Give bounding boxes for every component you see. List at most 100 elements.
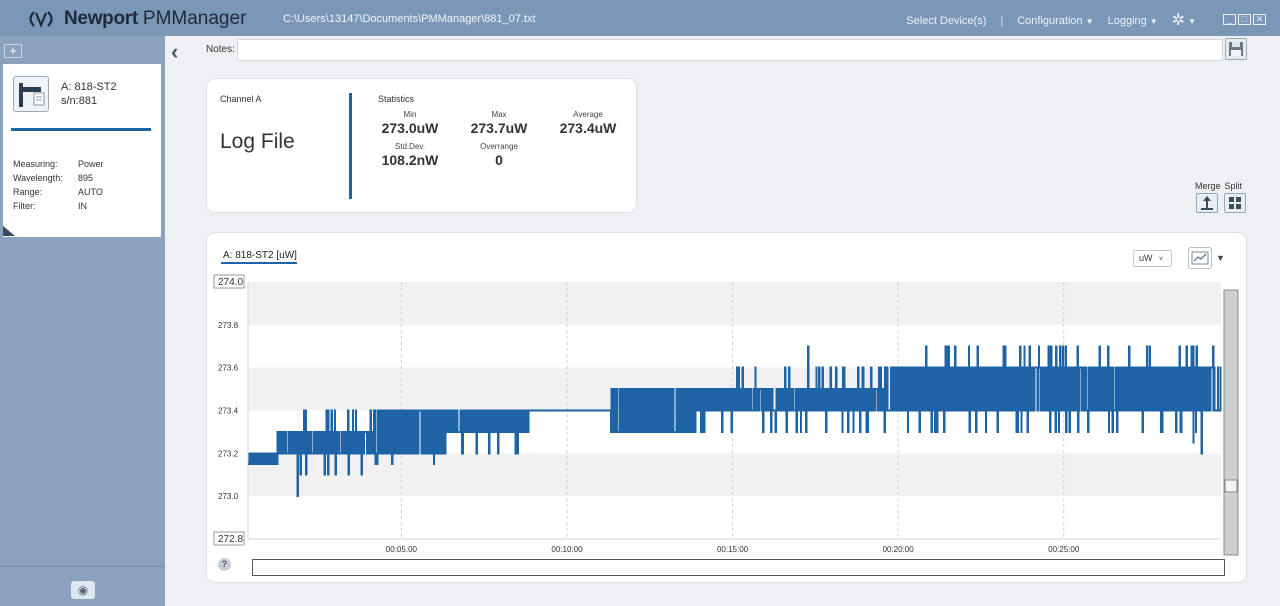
property-value: Power <box>78 159 104 169</box>
x-tick-label: 00:10:00 <box>551 545 583 554</box>
card-corner-marker <box>3 226 15 236</box>
configuration-menu[interactable]: Configuration ▼ <box>1017 15 1093 27</box>
merge-button[interactable] <box>1196 193 1218 213</box>
unit-select[interactable]: uW ˅ <box>1133 250 1172 267</box>
device-name: A: 818-ST2 <box>61 81 117 93</box>
chevron-down-icon: ▼ <box>1085 16 1094 26</box>
chart-card: 274.0 273.8 273.6 273.4 273.2 273.0 272.8 00:05… <box>207 233 1246 582</box>
y-tick-label: 273.4 <box>218 407 239 416</box>
minimize-button[interactable]: _ <box>1223 14 1236 25</box>
device-status-bar <box>11 128 151 131</box>
grid-icon <box>1229 197 1241 209</box>
add-device-button[interactable]: + <box>4 44 22 58</box>
device-card[interactable]: A: 818-ST2 s/n:881 Measuring: Power Wave… <box>3 64 161 237</box>
floppy-disk-icon <box>1229 42 1243 56</box>
x-tick-label: 00:20:00 <box>883 545 915 554</box>
y-tick-label: 272.8 <box>218 534 243 545</box>
property-value: 895 <box>78 173 94 183</box>
statistics-label: Statistics <box>378 94 415 104</box>
property-key: Filter: <box>13 201 36 211</box>
stat-max: Max 273.7uW <box>459 110 539 136</box>
series-label: A: 818-ST2 [uW] <box>223 250 297 261</box>
settings-menu[interactable]: ✲ ▼ <box>1172 13 1196 29</box>
line-chart-icon <box>1191 251 1209 265</box>
view-mode-labels: Merge Split <box>1195 181 1242 191</box>
newport-logo-icon <box>29 11 53 28</box>
scrollbar-thumb <box>1224 479 1238 493</box>
notes-input[interactable] <box>237 39 1223 61</box>
top-menu: Select Device(s) | Configuration ▼ Loggi… <box>906 13 1196 29</box>
y-tick-label: 273.6 <box>218 364 239 373</box>
stat-value: 273.4uW <box>559 120 617 136</box>
chart-type-button[interactable] <box>1188 247 1212 269</box>
camera-icon[interactable]: ◉ <box>71 581 95 599</box>
logging-menu[interactable]: Logging ▼ <box>1108 15 1158 27</box>
y-tick-box <box>213 274 245 289</box>
stat-label: Std.Dev. <box>394 142 426 151</box>
property-value: IN <box>78 201 87 211</box>
help-icon[interactable]: ? <box>218 558 231 571</box>
property-key: Measuring: <box>13 159 58 169</box>
logging-label: Logging <box>1107 15 1147 27</box>
stat-value: 273.0uW <box>381 120 439 136</box>
property-row: Range: AUTO <box>13 185 104 199</box>
y-tick-label: 274.0 <box>218 277 243 288</box>
gear-icon: ✲ <box>1171 12 1186 29</box>
stat-label: Overrange <box>480 142 518 151</box>
power-chart: 274.0 273.8 273.6 273.4 273.2 273.0 272.8 00:05… <box>213 274 1239 556</box>
series-underline <box>221 262 297 264</box>
y-tick-label: 273.8 <box>218 321 239 330</box>
stat-std-dev: Std.Dev. 108.2nW <box>370 142 450 168</box>
grid-band <box>248 453 1221 497</box>
stat-value: 0 <box>495 152 503 168</box>
chevron-down-icon[interactable]: ▼ <box>1216 253 1225 263</box>
menu-separator: | <box>1000 15 1004 27</box>
stat-label: Min <box>403 110 417 119</box>
brand-name: Newport <box>64 8 138 29</box>
x-tick-label: 00:05:00 <box>386 545 418 554</box>
close-button[interactable]: ✕ <box>1253 14 1266 25</box>
property-row: Wavelength: 895 <box>13 171 104 185</box>
y-tick-label: 273.0 <box>218 492 239 501</box>
merge-label: Merge <box>1195 181 1221 191</box>
timeline-scrubber[interactable] <box>252 559 1225 576</box>
stat-value: 108.2nW <box>381 152 439 168</box>
split-button[interactable] <box>1224 193 1246 213</box>
stat-average: Average 273.4uW <box>548 110 628 136</box>
configuration-label: Configuration <box>1017 15 1083 27</box>
window-controls: _ □ ✕ <box>1223 14 1266 25</box>
device-properties: Measuring: Power Wavelength: 895 Range: … <box>13 157 104 213</box>
select-device-menu[interactable]: Select Device(s) <box>906 15 987 27</box>
title-bar: Newport PMManager C:\Users\13147\Documen… <box>0 0 1280 36</box>
app-logo: Newport PMManager <box>24 8 246 30</box>
chevron-down-icon: ▼ <box>1188 16 1196 26</box>
stat-min: Min 273.0uW <box>370 110 450 136</box>
vertical-scrollbar <box>1223 289 1239 556</box>
series-line-a-818-st2 <box>248 345 1222 498</box>
property-row: Filter: IN <box>13 199 104 213</box>
split-label: Split <box>1224 181 1243 191</box>
property-key: Wavelength: <box>13 173 63 183</box>
x-tick-label: 00:15:00 <box>717 545 749 554</box>
card-divider <box>349 93 352 199</box>
property-value: AUTO <box>78 187 103 197</box>
detector-icon <box>13 76 49 112</box>
collapse-sidebar-button[interactable]: ‹ <box>171 39 179 64</box>
stat-label: Average <box>573 110 603 119</box>
stat-value: 273.7uW <box>470 120 528 136</box>
save-button[interactable] <box>1225 38 1247 60</box>
mode-title: Log File <box>220 130 295 153</box>
maximize-button[interactable]: □ <box>1238 14 1251 25</box>
merge-icon <box>1201 196 1213 210</box>
stat-overrange: Overrange 0 <box>459 142 539 168</box>
channel-label: Channel A <box>220 94 262 104</box>
property-key: Range: <box>13 187 43 197</box>
unit-value: uW <box>1139 253 1153 263</box>
chevron-down-icon: ▼ <box>1149 16 1158 26</box>
device-sidebar: + A: 818-ST2 s/n:881 Measuring: Power Wa… <box>0 36 165 606</box>
grid-band <box>248 282 1221 325</box>
file-path: C:\Users\13147\Documents\PMManager\881_0… <box>283 13 536 25</box>
sidebar-footer: ◉ <box>0 566 165 606</box>
stat-label: Max <box>491 110 507 119</box>
x-tick-label: 00:25:00 <box>1048 545 1080 554</box>
